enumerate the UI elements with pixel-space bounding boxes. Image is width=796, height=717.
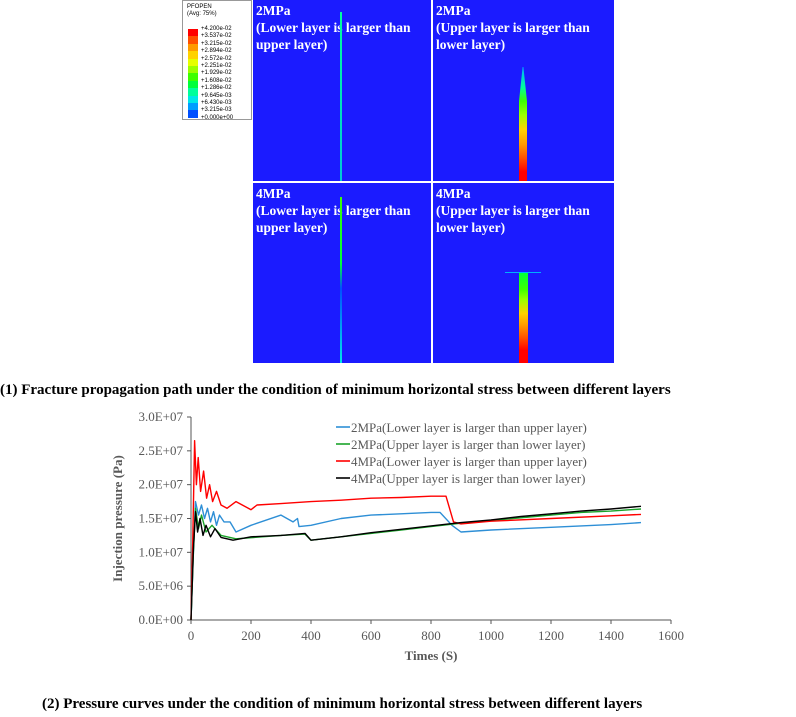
legend-swatch	[188, 29, 198, 37]
legend-value: +1.929e-02	[201, 70, 232, 77]
panel-label: 2MPa (Lower layer is larger than upper l…	[256, 3, 411, 52]
legend-value: +2.894e-02	[201, 48, 232, 55]
y-tick-label: 2.5E+07	[138, 443, 183, 458]
fracture-cap	[505, 272, 541, 273]
legend-swatch	[188, 103, 198, 111]
fracture-line	[340, 12, 342, 181]
y-tick-label: 1.5E+07	[138, 511, 183, 526]
legend-value: +1.286e-02	[201, 85, 232, 92]
contour-panel-4mpa-upper: 4MPa (Upper layer is larger than lower l…	[433, 183, 614, 363]
y-tick-label: 3.0E+07	[138, 409, 183, 424]
legend-value: +3.215e-02	[201, 40, 232, 47]
legend-value: +3.537e-02	[201, 33, 232, 40]
legend-value: +9.645e-03	[201, 92, 232, 99]
panel-label: 2MPa (Upper layer is larger than lower l…	[436, 3, 590, 52]
legend-swatch	[188, 73, 198, 81]
legend-swatch	[188, 80, 198, 89]
x-tick-label: 0	[188, 628, 195, 643]
legend-title: PFOPEN (Avg: 75%)	[187, 4, 217, 17]
caption-top: (1) Fracture propagation path under the …	[0, 382, 671, 398]
fracture-plume	[519, 273, 528, 363]
legend-value: +0.000e+00	[201, 114, 234, 121]
legend-label-3: 4MPa(Lower layer is larger than upper la…	[351, 454, 587, 469]
pressure-chart: 0.0E+00 5.0E+06 1.0E+07 1.5E+07 2.0E+07 2.5E+…	[110, 409, 684, 663]
legend-value: +2.251e-02	[201, 63, 232, 69]
series-line-1	[190, 500, 642, 621]
legend-label-2: 2MPa(Upper layer is larger than lower la…	[351, 437, 585, 452]
legend-swatch	[188, 43, 198, 52]
contour-panel-2mpa-upper: 2MPa (Upper layer is larger than lower l…	[433, 0, 614, 181]
y-tick-label: 1.0E+07	[138, 544, 183, 559]
x-tick-label: 400	[301, 628, 321, 643]
caption-bottom: (2) Pressure curves under the condition …	[42, 696, 643, 712]
legend-value: +1.608e-02	[201, 77, 232, 84]
legend-value: +6.430e-03	[201, 100, 232, 106]
legend-swatch	[188, 88, 198, 96]
legend-swatch	[188, 110, 198, 118]
y-tick-label: 0.0E+00	[138, 612, 183, 627]
fracture-plume	[519, 67, 527, 181]
x-tick-label: 1000	[478, 628, 504, 643]
x-tick-label: 600	[361, 628, 381, 643]
legend-label-4: 4MPa(Upper layer is larger than lower la…	[351, 471, 585, 486]
legend-value: +4.200e-02	[201, 26, 232, 32]
series-line-4	[190, 505, 642, 621]
contour-legend: PFOPEN (Avg: 75%) +4.200e-02 +3.537e-02 +3…	[182, 0, 252, 121]
y-axis-label: Injection pressure (Pa)	[110, 455, 125, 582]
contour-panel-4mpa-lower: 4MPa (Lower layer is larger than upper l…	[253, 183, 431, 363]
legend-swatch	[188, 66, 198, 74]
y-tick-label: 2.0E+07	[138, 477, 183, 492]
x-tick-label: 1600	[658, 628, 684, 643]
legend-swatch	[188, 51, 198, 59]
x-tick-label: 200	[241, 628, 261, 643]
y-tick-label: 5.0E+06	[138, 578, 183, 593]
legend-swatch	[188, 36, 198, 44]
legend-value: +3.215e-03	[201, 107, 232, 114]
panel-label: 4MPa (Upper layer is larger than lower l…	[436, 186, 590, 235]
legend-label-1: 2MPa(Lower layer is larger than upper la…	[351, 420, 587, 435]
x-axis-label: Times (S)	[405, 648, 458, 663]
x-tick-label: 1400	[598, 628, 624, 643]
panel-label: 4MPa (Lower layer is larger than upper l…	[256, 186, 411, 235]
x-tick-label: 800	[421, 628, 441, 643]
legend-swatch	[188, 58, 198, 66]
legend-swatch	[188, 95, 198, 103]
legend-value: +2.572e-02	[201, 55, 232, 62]
contour-panel-2mpa-lower: 2MPa (Lower layer is larger than upper l…	[253, 0, 431, 181]
fracture-line	[340, 197, 342, 363]
series-line-2	[190, 507, 642, 621]
x-tick-label: 1200	[538, 628, 564, 643]
